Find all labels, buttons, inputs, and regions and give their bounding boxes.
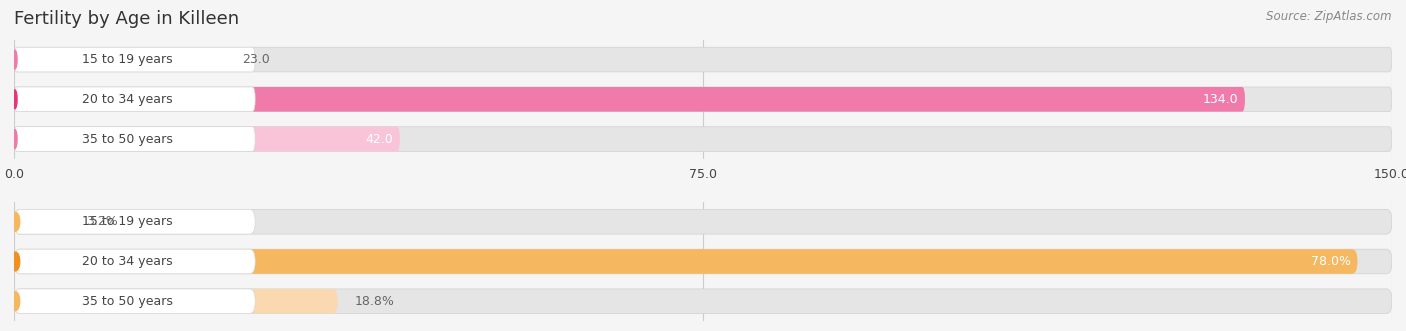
FancyBboxPatch shape (14, 87, 256, 112)
Text: 20 to 34 years: 20 to 34 years (82, 255, 172, 268)
FancyBboxPatch shape (14, 289, 256, 313)
Text: 3.2%: 3.2% (86, 215, 118, 228)
FancyBboxPatch shape (14, 47, 1392, 72)
Text: 78.0%: 78.0% (1310, 255, 1351, 268)
Text: Fertility by Age in Killeen: Fertility by Age in Killeen (14, 10, 239, 28)
Text: Source: ZipAtlas.com: Source: ZipAtlas.com (1267, 10, 1392, 23)
Text: 23.0: 23.0 (242, 53, 270, 66)
FancyBboxPatch shape (14, 127, 399, 151)
FancyBboxPatch shape (14, 249, 1392, 274)
FancyBboxPatch shape (14, 127, 256, 151)
Circle shape (11, 292, 20, 310)
Circle shape (11, 252, 20, 271)
Circle shape (13, 50, 17, 69)
FancyBboxPatch shape (14, 210, 1392, 234)
FancyBboxPatch shape (14, 127, 1392, 151)
FancyBboxPatch shape (14, 47, 225, 72)
FancyBboxPatch shape (14, 210, 256, 234)
Text: 35 to 50 years: 35 to 50 years (82, 132, 173, 146)
Text: 35 to 50 years: 35 to 50 years (82, 295, 173, 308)
FancyBboxPatch shape (14, 249, 1358, 274)
Text: 18.8%: 18.8% (354, 295, 394, 308)
Circle shape (11, 213, 20, 231)
Text: 42.0: 42.0 (366, 132, 394, 146)
Circle shape (13, 130, 17, 148)
FancyBboxPatch shape (14, 87, 1244, 112)
FancyBboxPatch shape (14, 87, 1392, 112)
Text: 134.0: 134.0 (1202, 93, 1239, 106)
FancyBboxPatch shape (14, 210, 69, 234)
Circle shape (13, 90, 17, 109)
Text: 15 to 19 years: 15 to 19 years (82, 53, 172, 66)
Text: 20 to 34 years: 20 to 34 years (82, 93, 172, 106)
FancyBboxPatch shape (14, 47, 256, 72)
Text: 15 to 19 years: 15 to 19 years (82, 215, 172, 228)
FancyBboxPatch shape (14, 289, 337, 313)
FancyBboxPatch shape (14, 289, 1392, 313)
FancyBboxPatch shape (14, 249, 256, 274)
